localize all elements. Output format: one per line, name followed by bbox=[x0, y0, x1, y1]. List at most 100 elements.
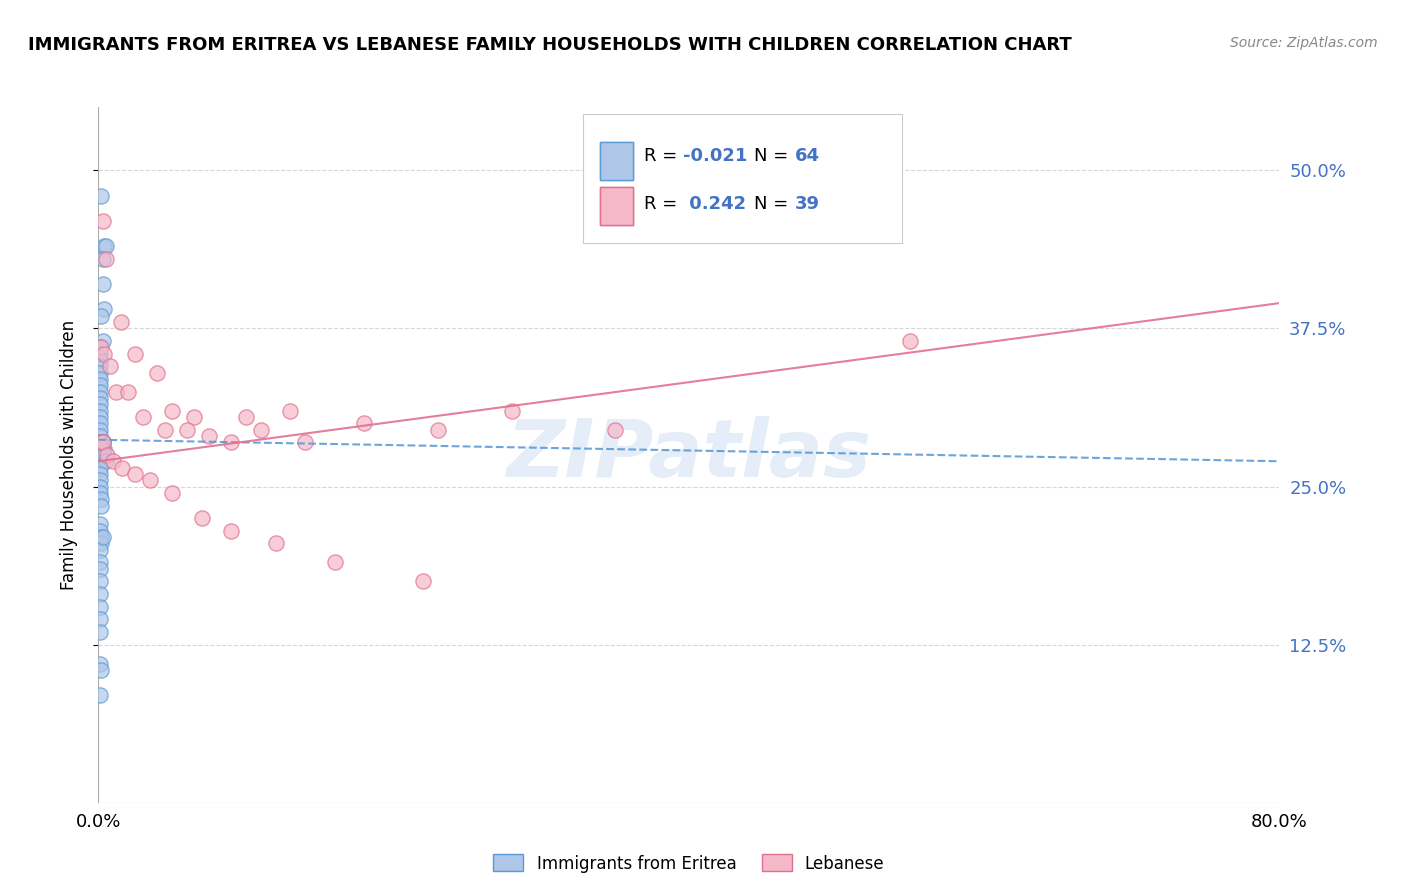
Point bbox=[89, 435, 111, 450]
Point bbox=[90, 435, 112, 450]
Point bbox=[93, 442, 115, 456]
Point bbox=[94, 252, 117, 266]
Text: N =: N = bbox=[754, 147, 794, 165]
Point bbox=[89, 556, 111, 570]
Point bbox=[94, 239, 117, 253]
Point bbox=[89, 403, 111, 417]
Point bbox=[323, 556, 346, 570]
Point bbox=[139, 473, 162, 487]
Text: IMMIGRANTS FROM ERITREA VS LEBANESE FAMILY HOUSEHOLDS WITH CHILDREN CORRELATION : IMMIGRANTS FROM ERITREA VS LEBANESE FAMI… bbox=[28, 36, 1071, 54]
Point bbox=[90, 188, 112, 202]
Point bbox=[235, 409, 257, 424]
Point bbox=[91, 435, 114, 450]
Point bbox=[96, 448, 118, 462]
Point bbox=[93, 448, 115, 462]
Point bbox=[89, 372, 111, 386]
Point bbox=[124, 347, 146, 361]
Point bbox=[91, 530, 114, 544]
Point bbox=[89, 359, 111, 374]
Text: 39: 39 bbox=[796, 195, 820, 213]
Point bbox=[132, 409, 155, 424]
Point bbox=[89, 353, 111, 368]
Point bbox=[98, 359, 121, 374]
Point bbox=[110, 315, 132, 329]
Text: R =: R = bbox=[644, 195, 683, 213]
Point bbox=[90, 442, 112, 456]
Text: 0.242: 0.242 bbox=[683, 195, 747, 213]
Text: 64: 64 bbox=[796, 147, 820, 165]
Point bbox=[90, 530, 112, 544]
Point bbox=[89, 423, 111, 437]
FancyBboxPatch shape bbox=[582, 114, 901, 243]
Point bbox=[117, 384, 139, 399]
Point bbox=[153, 423, 176, 437]
Point bbox=[90, 448, 112, 462]
Point bbox=[89, 574, 111, 589]
Point bbox=[353, 417, 375, 431]
Point bbox=[605, 423, 627, 437]
Point bbox=[90, 309, 112, 323]
Point bbox=[91, 435, 114, 450]
Point bbox=[221, 524, 243, 538]
Text: R =: R = bbox=[644, 147, 683, 165]
Point bbox=[89, 397, 111, 411]
Point bbox=[900, 334, 922, 348]
Point bbox=[124, 467, 146, 481]
Y-axis label: Family Households with Children: Family Households with Children bbox=[59, 320, 77, 590]
Point bbox=[90, 442, 112, 456]
Point bbox=[198, 429, 221, 443]
Point bbox=[280, 403, 302, 417]
Point bbox=[183, 409, 205, 424]
Point bbox=[250, 423, 273, 437]
Point bbox=[89, 587, 111, 601]
Point bbox=[146, 366, 169, 380]
Point bbox=[89, 435, 111, 450]
Point bbox=[89, 599, 111, 614]
Point bbox=[412, 574, 434, 589]
Point bbox=[89, 473, 111, 487]
Point bbox=[89, 384, 111, 399]
Text: Source: ZipAtlas.com: Source: ZipAtlas.com bbox=[1230, 36, 1378, 50]
Point bbox=[93, 239, 115, 253]
Point bbox=[91, 334, 114, 348]
Point bbox=[89, 435, 111, 450]
Text: N =: N = bbox=[754, 195, 794, 213]
Point bbox=[89, 688, 111, 702]
Point bbox=[221, 435, 243, 450]
Point bbox=[90, 536, 112, 550]
Point bbox=[89, 435, 111, 450]
Point bbox=[111, 460, 134, 475]
Text: -0.021: -0.021 bbox=[683, 147, 748, 165]
Point bbox=[89, 366, 111, 380]
Point bbox=[91, 214, 114, 228]
FancyBboxPatch shape bbox=[600, 142, 634, 180]
Point bbox=[94, 454, 117, 468]
Point bbox=[89, 486, 111, 500]
Point bbox=[89, 378, 111, 392]
Point bbox=[191, 511, 214, 525]
Point bbox=[162, 403, 183, 417]
Point bbox=[89, 391, 111, 405]
Point bbox=[89, 562, 111, 576]
Point bbox=[89, 467, 111, 481]
Point bbox=[89, 625, 111, 640]
Point bbox=[91, 252, 114, 266]
Point bbox=[89, 657, 111, 671]
Point bbox=[91, 435, 114, 450]
Point bbox=[89, 435, 111, 450]
Point bbox=[89, 612, 111, 626]
FancyBboxPatch shape bbox=[600, 187, 634, 226]
Legend: Immigrants from Eritrea, Lebanese: Immigrants from Eritrea, Lebanese bbox=[486, 847, 891, 880]
Point bbox=[89, 435, 111, 450]
Point bbox=[90, 448, 112, 462]
Point bbox=[93, 302, 115, 317]
Point bbox=[89, 340, 111, 354]
Point bbox=[90, 340, 112, 354]
Point bbox=[294, 435, 316, 450]
Point bbox=[89, 542, 111, 557]
Point bbox=[90, 499, 112, 513]
Point bbox=[89, 524, 111, 538]
Point bbox=[103, 454, 125, 468]
Point bbox=[90, 663, 112, 677]
Point bbox=[91, 442, 114, 456]
